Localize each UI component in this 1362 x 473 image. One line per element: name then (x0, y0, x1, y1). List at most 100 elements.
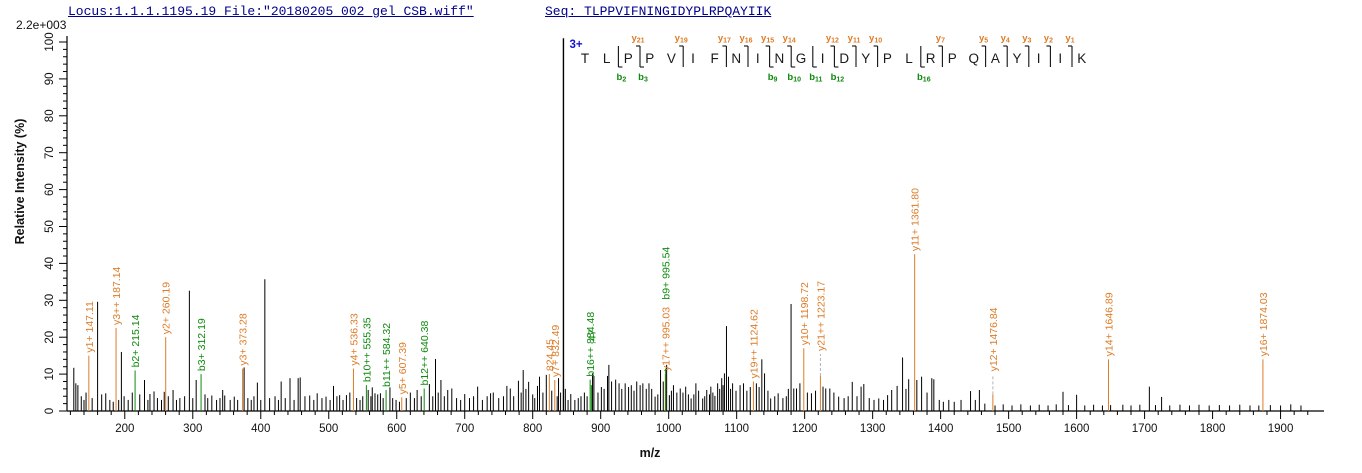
sequence-residue: Y (861, 51, 870, 66)
x-tick-label: 200 (115, 423, 134, 435)
b-ion-annotation: b16 (917, 72, 931, 84)
b-ion-annotation: b11 (809, 72, 822, 84)
precursor-charge-label: 3+ (569, 39, 582, 51)
sequence-residue: I (691, 51, 695, 66)
sequence-residue: I (1037, 51, 1041, 66)
peak-label: y1+ 147.11 (84, 301, 96, 353)
x-tick-label: 400 (251, 423, 270, 435)
y-ion-annotation: y16 (739, 33, 752, 45)
b-ion-annotation: b3 (638, 72, 648, 84)
y-tick-label: 50 (44, 220, 56, 233)
peak-label: y12+ 1476.84 (988, 307, 1000, 371)
peak-label: b16++ 884.48 (585, 312, 597, 377)
sequence-residue: I (756, 51, 760, 66)
sequence-residue: I (821, 51, 825, 66)
sequence-residue: L (603, 51, 611, 66)
sequence-residue: A (991, 51, 1000, 66)
peak-label: y5+ 607.39 (397, 342, 409, 394)
x-tick-label: 1200 (792, 423, 818, 435)
b-ion-annotation: b12 (831, 72, 845, 84)
sequence-residue: Q (969, 51, 980, 66)
b-ion-annotation: b2 (617, 72, 627, 84)
x-tick-label: 900 (591, 423, 610, 435)
x-tick-label: 1500 (996, 423, 1022, 435)
x-tick-label: 1800 (1200, 423, 1226, 435)
sequence-header: Seq: TLPPVIFNINGIDYPLRPQAYIIK (545, 4, 771, 19)
y-tick-label: 70 (44, 146, 56, 159)
y-ion-annotation: y5 (979, 33, 988, 45)
y-tick-label: 40 (44, 257, 56, 270)
peak-label: y3+ 373.28 (238, 313, 250, 365)
sequence-residue: N (775, 51, 785, 66)
b-ion-annotation: b9 (768, 72, 778, 84)
x-tick-label: 600 (387, 423, 406, 435)
x-tick-label: 1900 (1268, 423, 1294, 435)
y-ion-annotation: y1 (1065, 33, 1074, 45)
peak-label: y10+ 1198.72 (799, 282, 811, 345)
peak-label: 824.45 (544, 339, 556, 371)
y-ion-annotation: y15 (761, 33, 774, 45)
sequence-residue: Y (1012, 51, 1021, 66)
y-ion-annotation: y19 (675, 33, 688, 45)
b-ion-annotation: b10 (787, 72, 801, 84)
y-ion-annotation: y10 (869, 33, 882, 45)
y-tick-label: 30 (44, 294, 56, 307)
x-tick-label: 1000 (656, 423, 682, 435)
y-ion-annotation: y14 (783, 33, 796, 45)
y-tick-label: 60 (44, 183, 56, 196)
sequence-residue: P (624, 51, 633, 66)
peak-label: b12++ 640.38 (419, 321, 431, 386)
peak-label: b3+ 312.19 (196, 318, 208, 371)
x-tick-label: 1400 (928, 423, 954, 435)
y-tick-label: 90 (44, 73, 56, 86)
y-ion-annotation: y2 (1044, 33, 1053, 45)
peak-label: b11++ 584.32 (381, 323, 393, 387)
locus-file-header: Locus:1.1.1.1195.19 File:"20180205_002_g… (68, 4, 474, 19)
peak-label: y2+ 260.19 (161, 282, 173, 334)
x-tick-label: 300 (183, 423, 202, 435)
sequence-residue: P (645, 51, 654, 66)
seq-value: TLPPVIFNINGIDYPLRPQAYIIK (584, 4, 772, 19)
peak-label: .47 (586, 329, 598, 344)
y-ion-annotation: y12 (826, 33, 839, 45)
peak-label: b9+ 995.54 (661, 247, 673, 300)
peak-label: y19++ 1124.62 (748, 309, 760, 378)
sequence-residue: I (1058, 51, 1062, 66)
y-ion-annotation: y7 (936, 33, 945, 45)
x-axis-title: m/z (640, 446, 661, 460)
y-ion-annotation: y4 (1001, 33, 1010, 45)
sequence-residue: G (796, 51, 807, 66)
y-tick-label: 100 (44, 32, 56, 51)
x-tick-label: 800 (523, 423, 542, 435)
sequence-residue: L (905, 51, 913, 66)
y-ion-annotation: y17 (718, 33, 731, 45)
max-intensity-label: 2.2e+003 (16, 18, 67, 32)
y-tick-label: 20 (44, 331, 56, 344)
y-ion-annotation: y11 (848, 33, 861, 45)
peak-label: y4+ 536.33 (348, 313, 360, 365)
y-tick-label: 0 (44, 408, 56, 414)
peak-label: y17++ 995.03 (660, 307, 672, 371)
y-tick-label: 80 (44, 109, 56, 122)
x-tick-label: 1700 (1132, 423, 1158, 435)
x-tick-label: 1600 (1064, 423, 1090, 435)
peak-label: b10++ 555.35 (361, 317, 373, 382)
peak-label: y14+ 1646.89 (1103, 292, 1115, 356)
peak-label: y11+ 1361.80 (910, 188, 922, 251)
sequence-residue: F (710, 51, 718, 66)
x-tick-label: 1100 (724, 423, 749, 435)
sequence-residue: V (667, 51, 676, 66)
sequence-residue: K (1077, 51, 1086, 66)
peak-label: y3++ 187.14 (111, 266, 123, 325)
y-ion-annotation: y3 (1022, 33, 1031, 45)
y-axis-title: Relative Intensity (%) (13, 119, 27, 245)
x-tick-label: 700 (455, 423, 474, 435)
x-tick-label: 500 (319, 423, 338, 435)
peak-label: y16+ 1874.03 (1258, 292, 1270, 356)
seq-label: Seq: (545, 4, 585, 19)
y-ion-annotation: y21 (631, 33, 644, 45)
peak-label: b2+ 215.14 (130, 314, 142, 367)
peak-label: y21++ 1223.17 (815, 281, 827, 351)
